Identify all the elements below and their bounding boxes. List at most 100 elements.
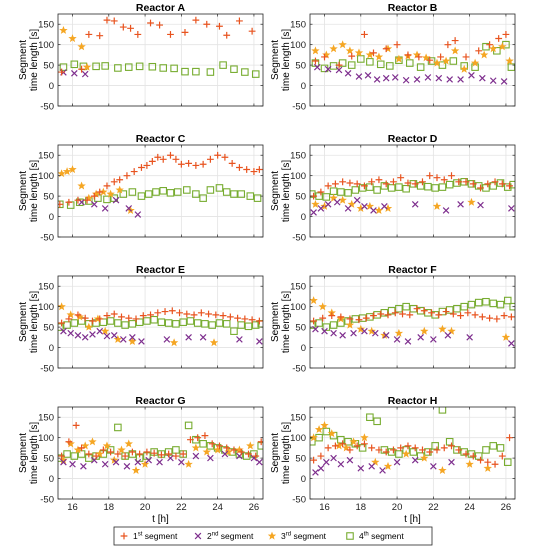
point-1st-segment — [58, 200, 64, 208]
point-1st-segment — [223, 444, 231, 452]
point-4th-segment — [237, 321, 246, 329]
point-3rd-segment — [73, 445, 83, 454]
point-2nd-segment — [361, 203, 368, 210]
point-1st-segment — [451, 37, 459, 44]
point-3rd-segment — [224, 447, 233, 456]
y-tick-label: 0 — [301, 343, 306, 354]
plot-area — [58, 14, 263, 106]
point-2nd-segment — [344, 69, 352, 77]
point-3rd-segment — [68, 34, 77, 43]
point-1st-segment — [361, 31, 368, 38]
y-tick-label: -50 — [40, 363, 54, 374]
point-4th-segment — [438, 183, 447, 191]
point-1st-segment — [143, 162, 151, 169]
point-1st-segment — [507, 313, 515, 321]
y-tick-label: -50 — [40, 101, 54, 112]
point-1st-segment — [236, 17, 243, 25]
point-1st-segment — [500, 312, 508, 320]
point-1st-segment — [339, 178, 347, 186]
point-4th-segment — [192, 67, 200, 76]
point-1st-segment — [437, 53, 445, 61]
y-tick-label: 150 — [38, 413, 54, 424]
point-1st-segment — [138, 164, 145, 171]
point-3rd-segment — [467, 197, 476, 206]
point-1st-segment — [58, 452, 66, 460]
point-4th-segment — [179, 318, 187, 326]
point-1st-segment — [172, 155, 180, 163]
series-3rd-segment — [59, 25, 92, 71]
point-4th-segment — [351, 186, 360, 194]
y-tick-label: 0 — [49, 474, 54, 485]
point-1st-segment — [110, 178, 118, 186]
point-1st-segment — [331, 180, 339, 188]
point-3rd-segment — [311, 199, 320, 208]
point-2nd-segment — [368, 462, 375, 470]
point-1st-segment — [346, 446, 354, 454]
point-1st-segment — [455, 178, 463, 186]
legend-item-3rd-segment: 3rd segment — [267, 531, 327, 541]
series-2nd-segment — [313, 63, 508, 85]
point-1st-segment — [121, 452, 129, 460]
point-1st-segment — [192, 162, 200, 169]
point-4th-segment — [366, 413, 374, 422]
y-tick-label: 150 — [290, 413, 306, 424]
point-4th-segment — [386, 62, 394, 70]
point-1st-segment — [339, 440, 347, 448]
point-3rd-segment — [314, 425, 324, 434]
point-2nd-segment — [69, 460, 76, 468]
series-1st-segment — [58, 422, 263, 460]
point-3rd-segment — [338, 40, 347, 49]
point-1st-segment — [83, 196, 91, 204]
legend-item-2nd-segment: 2nd segment — [194, 531, 254, 541]
point-4th-segment — [164, 319, 173, 327]
point-1st-segment — [361, 182, 368, 190]
point-1st-segment — [199, 160, 207, 168]
point-2nd-segment — [60, 458, 67, 466]
legend: 1st segment 2nd segment 3rd segment 4th seg… — [113, 526, 433, 546]
y-tick-label: 50 — [43, 60, 54, 71]
tick-marks — [58, 14, 263, 107]
series-2nd-segment — [60, 327, 263, 345]
series-4th-segment — [310, 178, 515, 201]
point-3rd-segment — [100, 326, 110, 335]
y-tick-label: 50 — [43, 191, 54, 202]
point-1st-segment — [234, 314, 242, 322]
y-axis-label: Segmenttime length [s] — [18, 160, 40, 222]
point-1st-segment — [411, 180, 419, 188]
y-tick-label: 100 — [290, 433, 306, 444]
point-4th-segment — [201, 320, 209, 328]
point-2nd-segment — [391, 74, 399, 81]
point-1st-segment — [426, 448, 434, 456]
point-1st-segment — [245, 450, 252, 458]
point-2nd-segment — [80, 462, 87, 470]
point-2nd-segment — [361, 327, 368, 335]
point-3rd-segment — [113, 334, 123, 343]
point-1st-segment — [65, 198, 73, 206]
point-2nd-segment — [379, 467, 386, 474]
point-4th-segment — [148, 62, 157, 71]
y-tick-label: -50 — [292, 232, 306, 243]
point-4th-segment — [503, 296, 512, 305]
series-2nd-segment — [310, 196, 515, 216]
axes-box — [309, 406, 516, 500]
point-1st-segment — [404, 179, 412, 187]
point-1st-segment — [183, 310, 191, 318]
point-1st-segment — [324, 182, 332, 190]
series-1st-segment — [310, 172, 513, 200]
point-1st-segment — [319, 314, 327, 322]
point-2nd-segment — [256, 458, 263, 466]
point-2nd-segment — [101, 460, 109, 468]
point-3rd-segment — [213, 445, 222, 454]
series-4th-segment — [58, 184, 262, 209]
y-tick-label: -50 — [292, 101, 306, 112]
point-3rd-segment — [447, 326, 456, 335]
point-3rd-segment — [501, 332, 511, 341]
y-tick-label: 50 — [295, 60, 306, 71]
point-4th-segment — [431, 442, 439, 450]
point-1st-segment — [419, 446, 426, 454]
point-3rd-segment — [421, 53, 431, 62]
markers — [310, 172, 515, 216]
point-1st-segment — [159, 155, 167, 163]
point-4th-segment — [242, 452, 251, 460]
point-1st-segment — [449, 310, 457, 318]
